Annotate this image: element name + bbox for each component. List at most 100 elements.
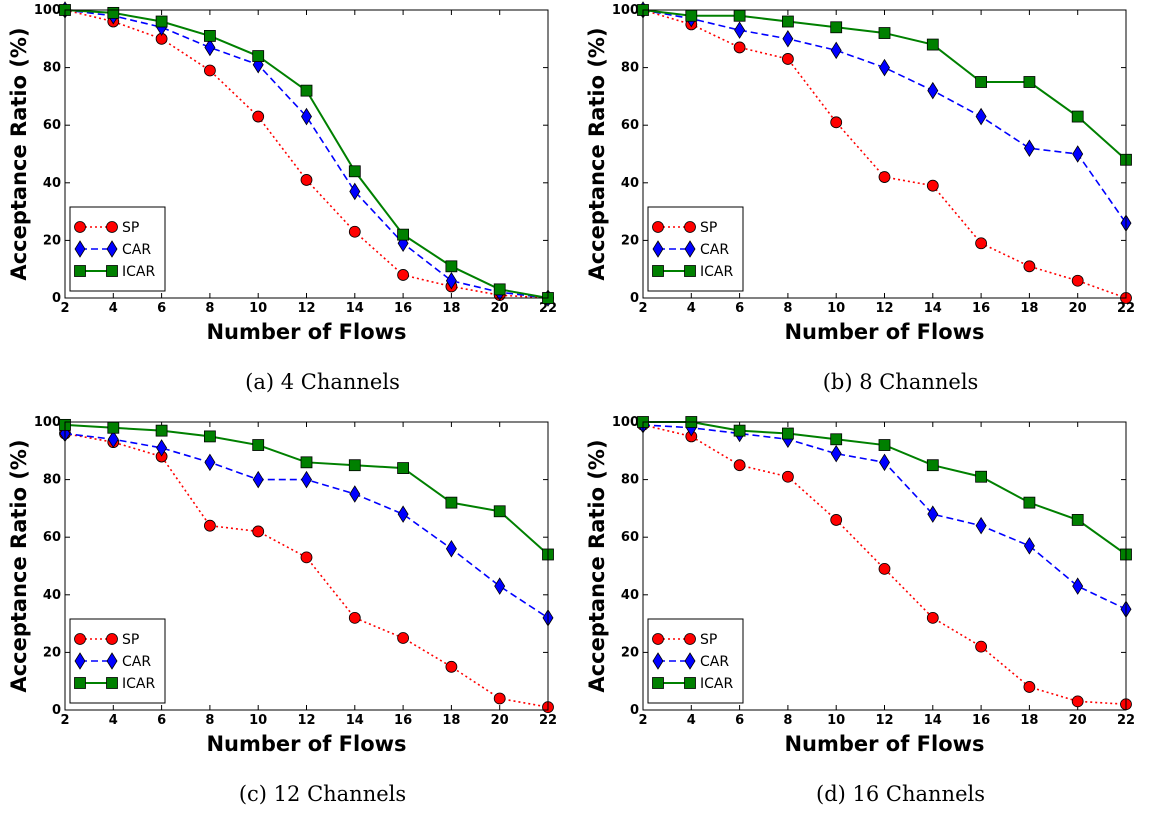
data-point-sp [878, 171, 891, 183]
data-point-sp [203, 64, 216, 77]
data-point-icar [926, 38, 939, 51]
x-tick-label: 4 [687, 301, 696, 316]
chart-panel-b: 2 4 6 8 10 12 14 16 18 20 22 0 20 40 60 80 100 Number of … [578, 0, 1156, 411]
data-point-sp [397, 269, 410, 281]
legend-marker-icar [106, 265, 118, 277]
y-tick-label: 0 [630, 291, 639, 306]
data-point-car [1072, 577, 1084, 595]
data-point-sp [493, 692, 506, 705]
legend-marker-sp [106, 221, 118, 233]
series-line-car [642, 424, 1127, 610]
data-point-icar [493, 283, 506, 296]
y-tick-label: 100 [612, 415, 639, 430]
y-tick-label: 100 [34, 415, 61, 430]
legend-label-car: CAR [122, 242, 151, 258]
data-point-car [782, 30, 794, 48]
data-point-car [204, 38, 216, 57]
data-point-car [252, 470, 264, 489]
y-axis-label: Acceptance Ratio (%) [585, 439, 609, 692]
data-point-sp [1071, 695, 1084, 708]
legend-marker-sp [684, 633, 696, 645]
y-tick-label: 80 [621, 61, 639, 76]
data-point-car [156, 439, 168, 457]
data-point-sp [300, 551, 313, 564]
x-axis-label: Number of Flows [206, 732, 406, 756]
data-point-sp [445, 660, 458, 673]
data-point-car [445, 539, 457, 558]
x-axis-label: Number of Flows [784, 732, 984, 756]
legend-marker-sp [684, 221, 696, 233]
data-point-icar [300, 456, 313, 469]
data-point-icar [300, 84, 313, 97]
chart-svg: 2 4 6 8 10 12 14 16 18 20 22 0 20 40 60 80 100 Number of … [7, 1, 557, 394]
data-point-car [397, 505, 409, 523]
x-tick-label: 16 [972, 301, 990, 316]
chart-svg: 2 4 6 8 10 12 14 16 18 20 22 0 20 40 60 80 100 Number of … [585, 415, 1135, 806]
data-point-icar [493, 505, 506, 518]
data-point-icar [685, 9, 698, 22]
x-tick-label: 14 [924, 713, 942, 728]
data-point-car [1023, 139, 1035, 157]
data-point-icar [733, 424, 746, 437]
data-point-car [107, 430, 119, 449]
x-tick-label: 14 [346, 713, 364, 728]
data-point-car [879, 453, 890, 472]
legend-marker-icar [652, 677, 664, 689]
legend-marker-icar [652, 265, 664, 277]
y-tick-label: 80 [43, 61, 61, 76]
data-point-icar [781, 427, 794, 440]
data-point-sp [781, 53, 794, 65]
data-point-sp [975, 237, 988, 250]
x-tick-label: 16 [394, 713, 412, 728]
data-point-car [1072, 145, 1084, 163]
data-point-car [445, 271, 457, 290]
legend-marker-sp [74, 221, 86, 233]
data-point-sp [397, 632, 410, 644]
data-point-sp [975, 640, 988, 653]
data-point-sp [203, 519, 216, 532]
chart-svg: 2 4 6 8 10 12 14 16 18 20 22 0 20 40 60 80 100 Number of … [585, 1, 1135, 394]
chart-svg: 2 4 6 8 10 12 14 16 18 20 22 0 20 40 60 80 100 Number of … [7, 415, 557, 806]
x-tick-label: 10 [249, 713, 267, 728]
x-tick-label: 8 [783, 713, 792, 728]
data-point-icar [107, 421, 120, 434]
data-point-sp [1023, 260, 1036, 273]
x-tick-label: 6 [735, 301, 744, 316]
legend-marker-icar [74, 265, 86, 277]
x-tick-label: 12 [297, 713, 315, 728]
x-tick-label: 6 [735, 713, 744, 728]
legend-label-sp: SP [122, 632, 139, 648]
data-point-icar [926, 459, 939, 472]
data-point-icar [1071, 110, 1084, 123]
legend-marker-car [106, 652, 118, 670]
x-tick-label: 14 [346, 301, 364, 316]
legend-marker-car [652, 240, 664, 258]
legend-label-icar: ICAR [122, 264, 155, 280]
legend-marker-car [684, 240, 696, 258]
x-tick-label: 22 [1117, 301, 1135, 316]
x-tick-label: 8 [205, 301, 214, 316]
y-tick-label: 0 [52, 703, 61, 718]
figure-caption: (c) 12 Channels [239, 782, 406, 806]
x-tick-label: 22 [539, 713, 557, 728]
x-tick-label: 10 [249, 301, 267, 316]
y-tick-label: 40 [43, 588, 61, 603]
data-point-car [879, 58, 890, 77]
data-point-icar [155, 424, 168, 437]
legend-marker-icar [684, 265, 696, 277]
x-tick-label: 6 [157, 713, 166, 728]
legend-marker-icar [74, 677, 86, 689]
y-tick-label: 20 [621, 233, 639, 248]
plot-frame [64, 421, 549, 711]
data-point-icar [445, 496, 458, 509]
data-point-car [830, 444, 842, 463]
y-axis-label: Acceptance Ratio (%) [585, 27, 609, 280]
data-point-sp [830, 116, 843, 129]
x-tick-label: 22 [1117, 713, 1135, 728]
data-point-car [975, 107, 987, 126]
legend-label-icar: ICAR [122, 676, 155, 692]
data-point-icar [155, 15, 168, 28]
legend-marker-car [652, 652, 664, 670]
data-point-icar [878, 439, 891, 451]
data-point-icar [878, 27, 891, 39]
